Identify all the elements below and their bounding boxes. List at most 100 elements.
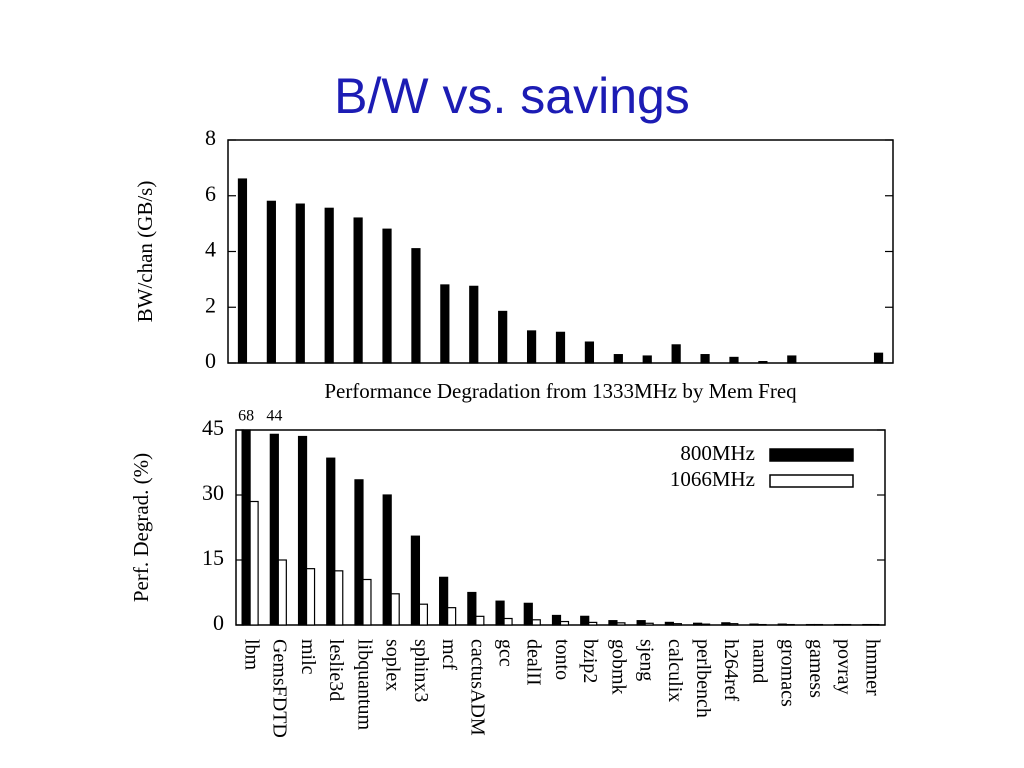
bar bbox=[266, 200, 276, 364]
x-tick-label: povray bbox=[833, 639, 855, 695]
x-tick-label: perlbench bbox=[692, 639, 714, 718]
bar bbox=[749, 623, 759, 626]
y-tick-label: 8 bbox=[205, 125, 216, 150]
bar bbox=[390, 593, 400, 626]
bar bbox=[531, 619, 541, 626]
bar bbox=[672, 623, 682, 626]
bar bbox=[551, 614, 562, 626]
x-tick-label: soplex bbox=[382, 639, 404, 691]
bar bbox=[729, 356, 739, 364]
y-tick-label: 0 bbox=[213, 610, 224, 635]
x-tick-label: GemsFDTD bbox=[269, 639, 291, 738]
bar bbox=[324, 207, 334, 364]
bar bbox=[326, 457, 336, 626]
y-tick-label: 45 bbox=[202, 415, 224, 440]
x-tick-label: leslie3d bbox=[325, 639, 347, 701]
bar bbox=[354, 479, 364, 626]
x-tick-label: namd bbox=[748, 639, 770, 683]
bar bbox=[503, 617, 513, 626]
bar bbox=[440, 284, 450, 364]
bar bbox=[475, 615, 485, 626]
bar bbox=[873, 352, 884, 364]
bar bbox=[447, 607, 457, 626]
bar bbox=[305, 568, 316, 626]
x-tick-label: sphinx3 bbox=[410, 639, 432, 702]
bar bbox=[467, 591, 477, 626]
bar bbox=[410, 535, 421, 626]
y-axis-label: Perf. Degrad. (%) bbox=[129, 453, 153, 602]
bar bbox=[526, 330, 537, 364]
chart-title: Performance Degradation from 1333MHz by … bbox=[324, 379, 797, 403]
y-tick-label: 30 bbox=[202, 480, 224, 505]
bar bbox=[523, 602, 533, 626]
bar bbox=[787, 355, 797, 364]
bar bbox=[608, 620, 618, 626]
bar bbox=[588, 621, 598, 626]
y-axis-label: BW/chan (GB/s) bbox=[133, 181, 157, 323]
y-tick-label: 2 bbox=[205, 292, 216, 317]
bar bbox=[277, 559, 287, 626]
bar bbox=[295, 203, 305, 364]
x-tick-label: libquantum bbox=[353, 639, 375, 731]
bar bbox=[269, 433, 279, 626]
bar bbox=[411, 248, 421, 364]
y-tick-label: 0 bbox=[205, 348, 216, 373]
legend-swatch bbox=[769, 474, 854, 488]
x-tick-label: milc bbox=[297, 639, 319, 675]
bar bbox=[334, 570, 344, 626]
bar bbox=[382, 228, 392, 364]
x-tick-label: sjeng bbox=[636, 639, 658, 681]
x-tick-label: bzip2 bbox=[579, 639, 601, 683]
bar bbox=[721, 622, 731, 626]
bar bbox=[642, 355, 652, 364]
bar bbox=[692, 622, 703, 626]
x-tick-label: tonto bbox=[551, 639, 573, 680]
bar bbox=[353, 217, 363, 364]
x-tick-label: dealII bbox=[523, 639, 545, 686]
x-tick-label: lbm bbox=[241, 639, 263, 671]
bar bbox=[241, 429, 251, 626]
x-tick-label: h264ref bbox=[720, 639, 742, 702]
bar bbox=[249, 500, 259, 626]
bar bbox=[616, 622, 626, 626]
bar bbox=[418, 603, 429, 626]
legend-label: 1066MHz bbox=[670, 467, 755, 491]
bar bbox=[580, 615, 590, 626]
y-tick-label: 6 bbox=[205, 181, 216, 206]
bar bbox=[777, 623, 787, 626]
bar bbox=[559, 620, 570, 626]
bar bbox=[700, 623, 711, 626]
value-label: 68 bbox=[238, 408, 254, 425]
bar bbox=[439, 576, 449, 626]
bar bbox=[644, 622, 654, 626]
x-tick-label: gromacs bbox=[777, 639, 799, 707]
x-tick-label: cactusADM bbox=[466, 639, 488, 736]
bar bbox=[382, 494, 392, 626]
bar bbox=[469, 285, 479, 364]
bar bbox=[636, 620, 646, 626]
x-tick-label: calculix bbox=[664, 639, 686, 702]
x-tick-label: gamess bbox=[805, 639, 827, 698]
legend-swatch bbox=[769, 448, 854, 462]
value-label: 44 bbox=[266, 408, 282, 425]
y-tick-label: 4 bbox=[205, 237, 216, 262]
bar bbox=[613, 354, 623, 364]
bar bbox=[498, 310, 508, 364]
bar bbox=[362, 578, 372, 626]
bar bbox=[555, 331, 566, 364]
bar bbox=[671, 344, 681, 364]
x-tick-label: gobmk bbox=[607, 639, 629, 695]
bar bbox=[729, 623, 739, 626]
bar bbox=[664, 621, 674, 626]
bar bbox=[758, 361, 768, 364]
bar bbox=[495, 600, 505, 626]
slide-title: B/W vs. savings bbox=[334, 68, 690, 124]
y-tick-label: 15 bbox=[202, 545, 224, 570]
bar bbox=[297, 435, 308, 626]
bar bbox=[700, 354, 710, 364]
x-tick-label: hmmer bbox=[861, 639, 883, 696]
legend-label: 800MHz bbox=[680, 441, 755, 465]
x-tick-label: gcc bbox=[494, 639, 516, 667]
x-tick-label: mcf bbox=[438, 639, 460, 670]
